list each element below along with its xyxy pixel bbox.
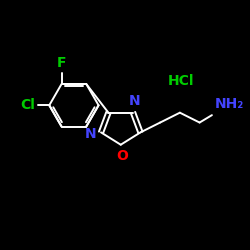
Text: O: O <box>116 149 128 163</box>
Text: F: F <box>57 56 66 70</box>
Text: NH₂: NH₂ <box>214 98 244 112</box>
Text: N: N <box>85 126 96 140</box>
Text: HCl: HCl <box>168 74 194 88</box>
Text: N: N <box>128 94 140 108</box>
Text: Cl: Cl <box>20 98 35 112</box>
